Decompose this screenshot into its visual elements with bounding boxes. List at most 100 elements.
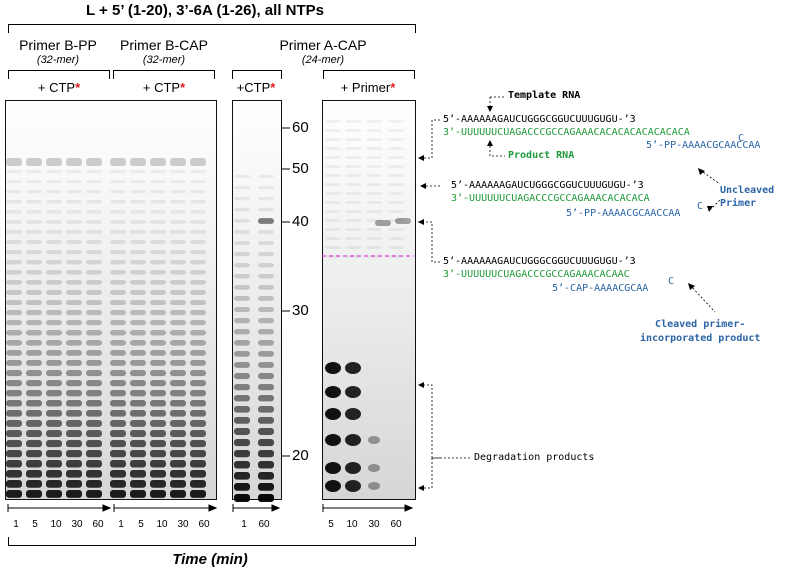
gel-band <box>26 210 42 214</box>
gel-blob <box>325 408 341 420</box>
gel-band <box>150 440 166 448</box>
gel-band <box>86 190 102 194</box>
group-primer-b-cap-name: Primer B-CAP <box>120 37 208 53</box>
gel-band <box>66 440 82 448</box>
gel-band <box>130 180 146 184</box>
gel-band <box>46 190 62 194</box>
gel-band <box>86 360 102 366</box>
gel-band <box>170 290 186 295</box>
gel-band <box>110 410 126 417</box>
gel-blob-faint <box>368 482 380 490</box>
gel-band <box>46 430 62 437</box>
gel-band <box>150 370 166 377</box>
gel-band <box>26 280 42 285</box>
time-tick-bcap-5: 5 <box>138 519 144 530</box>
gel-band-faint <box>388 129 404 132</box>
gel-band <box>258 428 274 435</box>
gel-band <box>26 410 42 417</box>
gel-band-faint <box>366 156 382 159</box>
gel-band-top <box>150 158 166 166</box>
gel-band <box>258 230 274 234</box>
gel-band-faint <box>345 156 361 159</box>
time-tick-bpp-1: 1 <box>13 519 19 530</box>
seq3-primer-c: C <box>668 276 675 287</box>
gel-band-top <box>26 158 42 166</box>
gel-band <box>66 470 82 478</box>
arrowhead-5 <box>418 485 424 491</box>
time-tick-bcap-30: 30 <box>177 519 189 530</box>
gel-band-faint <box>325 210 341 213</box>
gel-band-39 <box>395 218 411 224</box>
gel-band <box>110 270 126 275</box>
gel-band <box>190 320 206 326</box>
gel-band <box>130 330 146 336</box>
seq3-primer: 5’-CAP-AAAACGCAA <box>552 283 649 294</box>
gel-band-39 <box>258 218 274 224</box>
gel-band <box>234 428 250 435</box>
condition-b-cap: + CTP* <box>142 80 186 95</box>
gel-blob <box>345 408 361 420</box>
gel-band-faint <box>345 210 361 213</box>
gel-band <box>190 260 206 265</box>
gel-band <box>6 450 22 458</box>
gel-band <box>86 250 102 255</box>
size-marker-20: 20 <box>292 447 309 464</box>
gel-band <box>86 400 102 407</box>
gel-band <box>66 310 82 316</box>
gel-band <box>234 263 250 268</box>
gel-band <box>26 170 42 173</box>
gel-band <box>6 280 22 285</box>
gel-band <box>234 241 250 246</box>
gel-band <box>26 350 42 356</box>
gel-band <box>150 450 166 458</box>
gel-band <box>258 252 274 257</box>
gel-band <box>46 230 62 234</box>
gel-band <box>150 240 166 245</box>
gel-band <box>26 230 42 234</box>
gel-band <box>190 410 206 417</box>
gel-band <box>46 170 62 173</box>
seq2-product: 3’-UUUUUUCUAGACCCGCCAGAAACACACACA <box>451 193 650 204</box>
gel-band <box>190 470 206 478</box>
gel-band <box>46 460 62 468</box>
gel-band <box>130 270 146 275</box>
gel-band <box>258 472 274 480</box>
gel-band <box>86 420 102 427</box>
gel-band <box>130 410 146 417</box>
gel-band <box>26 190 42 194</box>
gel-band <box>150 400 166 407</box>
gel-band-faint <box>325 219 341 222</box>
gel-band <box>66 490 82 498</box>
gel-band <box>46 300 62 305</box>
gel-band <box>110 460 126 468</box>
gel-band <box>6 490 22 498</box>
gel-band <box>130 340 146 346</box>
gel-band-faint <box>388 138 404 141</box>
gel-band <box>66 210 82 214</box>
gel-band <box>234 274 250 279</box>
gel-band <box>86 480 102 488</box>
gel-band <box>46 340 62 346</box>
gel-band <box>6 190 22 194</box>
gel-band <box>150 190 166 194</box>
gel-band-faint <box>388 192 404 195</box>
gel-band <box>150 180 166 184</box>
group-primer-b-pp-name: Primer B-PP <box>19 37 97 53</box>
gel-band-faint <box>366 129 382 132</box>
size-marker-50: 50 <box>292 160 309 177</box>
gel-band <box>234 395 250 402</box>
seq2-primer-c: C <box>697 201 704 212</box>
gel-band <box>46 260 62 265</box>
gel-band <box>150 290 166 295</box>
gel-band <box>190 310 206 316</box>
gel-band <box>234 285 250 290</box>
gel-band <box>6 250 22 255</box>
gel-band <box>258 450 274 458</box>
gel-band <box>190 230 206 234</box>
gel-band <box>6 210 22 214</box>
gel-band <box>66 460 82 468</box>
label-template-rna: Template RNA <box>508 90 581 101</box>
gel-band <box>66 360 82 366</box>
gel-blob <box>345 434 361 446</box>
